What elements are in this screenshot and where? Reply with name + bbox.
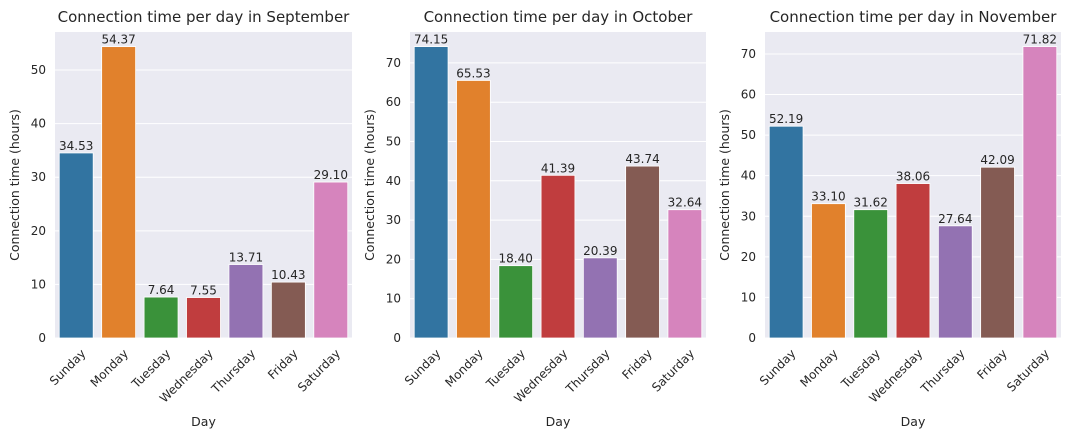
- x-tick-label: Thursday: [918, 346, 968, 396]
- y-tick-label: 10: [31, 277, 46, 291]
- x-tick-label: Thursday: [563, 346, 613, 396]
- bar-value-label: 7.64: [148, 283, 175, 297]
- bar: [101, 46, 137, 339]
- x-tick-label: Sunday: [47, 346, 89, 388]
- bar-value-label: 52.19: [769, 112, 803, 126]
- x-tick-label: Friday: [974, 346, 1010, 382]
- x-tick-label: Thursday: [208, 346, 258, 396]
- x-tick-label: Saturday: [649, 346, 697, 394]
- bar: [498, 265, 534, 339]
- x-tick-label: Sunday: [757, 346, 799, 388]
- bar-value-label: 32.64: [668, 196, 702, 210]
- y-tick-label: 50: [31, 63, 46, 77]
- bar-value-label: 20.39: [583, 244, 617, 258]
- y-tick-label: 70: [741, 47, 756, 61]
- bar: [667, 209, 703, 339]
- bar: [186, 297, 221, 339]
- y-axis-label: Connection time (hours): [362, 109, 377, 261]
- chart-panel: 0 10 20 30 40 50 60 70 52.19 Sunday 33.10 Monday 31.…: [717, 8, 1061, 429]
- bar-value-label: 31.62: [854, 196, 888, 210]
- x-tick-label: Saturday: [295, 346, 343, 394]
- bar-value-label: 71.82: [1023, 33, 1057, 47]
- y-tick-label: 0: [38, 331, 46, 345]
- bar: [313, 181, 349, 339]
- y-tick-label: 50: [386, 134, 401, 148]
- x-tick-label: Friday: [619, 346, 655, 382]
- bar-value-label: 42.09: [980, 153, 1014, 167]
- chart-panel: 0 10 20 30 40 50 60 70 74.15 Sunday 65.53 Monday 18.…: [362, 8, 706, 429]
- bar: [58, 152, 94, 339]
- y-tick-label: 30: [31, 170, 46, 184]
- x-axis-label: Day: [546, 414, 571, 429]
- bar: [625, 165, 660, 339]
- y-tick-label: 20: [741, 250, 756, 264]
- bar: [980, 166, 1015, 339]
- y-tick-label: 60: [741, 88, 756, 102]
- bar-value-label: 38.06: [896, 170, 930, 184]
- bar-value-label: 65.53: [456, 66, 490, 80]
- y-tick-label: 40: [31, 117, 46, 131]
- bar-value-label: 7.55: [190, 284, 217, 298]
- bar: [143, 296, 179, 339]
- chart-title: Connection time per day in November: [770, 8, 1058, 26]
- y-axis-label: Connection time (hours): [7, 109, 22, 261]
- bar-value-label: 74.15: [414, 33, 448, 47]
- chart-title: Connection time per day in October: [424, 8, 694, 26]
- x-tick-label: Sunday: [402, 346, 444, 388]
- x-axis-label: Day: [191, 414, 216, 429]
- x-tick-label: Friday: [265, 346, 301, 382]
- y-tick-label: 30: [386, 213, 401, 227]
- chart-title: Connection time per day in September: [58, 8, 351, 26]
- bar: [270, 281, 306, 339]
- bar: [582, 257, 618, 339]
- y-tick-label: 20: [31, 224, 46, 238]
- bar: [413, 46, 449, 339]
- y-tick-label: 10: [741, 290, 756, 304]
- bar-value-label: 10.43: [271, 268, 305, 282]
- bar-value-label: 13.71: [229, 251, 263, 265]
- bar: [1022, 46, 1058, 339]
- bar-value-label: 27.64: [938, 212, 972, 226]
- bar-value-label: 29.10: [314, 168, 348, 182]
- bar: [811, 203, 846, 339]
- x-tick-label: Saturday: [1004, 346, 1052, 394]
- bar-value-label: 33.10: [811, 190, 845, 204]
- bar-value-label: 41.39: [541, 161, 575, 175]
- bar: [228, 264, 264, 339]
- x-tick-label: Monday: [442, 346, 485, 389]
- bar: [768, 125, 804, 339]
- bar-value-label: 18.40: [499, 252, 533, 266]
- y-tick-label: 0: [393, 331, 401, 345]
- y-tick-label: 30: [741, 209, 756, 223]
- y-axis-label: Connection time (hours): [717, 109, 732, 261]
- bar-value-label: 34.53: [59, 139, 93, 153]
- y-tick-label: 50: [741, 128, 756, 142]
- bar: [895, 183, 931, 339]
- bar-value-label: 54.37: [101, 33, 135, 47]
- x-tick-label: Monday: [797, 346, 840, 389]
- y-tick-label: 0: [748, 331, 756, 345]
- x-axis-label: Day: [901, 414, 926, 429]
- y-tick-label: 40: [741, 169, 756, 183]
- bar-value-label: 43.74: [625, 152, 659, 166]
- bar: [937, 225, 973, 339]
- bar: [540, 174, 576, 339]
- y-tick-label: 60: [386, 95, 401, 109]
- x-tick-label: Monday: [88, 346, 131, 389]
- y-tick-label: 40: [386, 174, 401, 188]
- bar: [456, 80, 491, 339]
- bar: [853, 209, 889, 339]
- y-tick-label: 70: [386, 56, 401, 70]
- y-tick-label: 20: [386, 252, 401, 266]
- chart-panel: 0102030405034.53Sunday54.37Monday7.64Tue…: [7, 8, 352, 429]
- y-tick-label: 10: [386, 292, 401, 306]
